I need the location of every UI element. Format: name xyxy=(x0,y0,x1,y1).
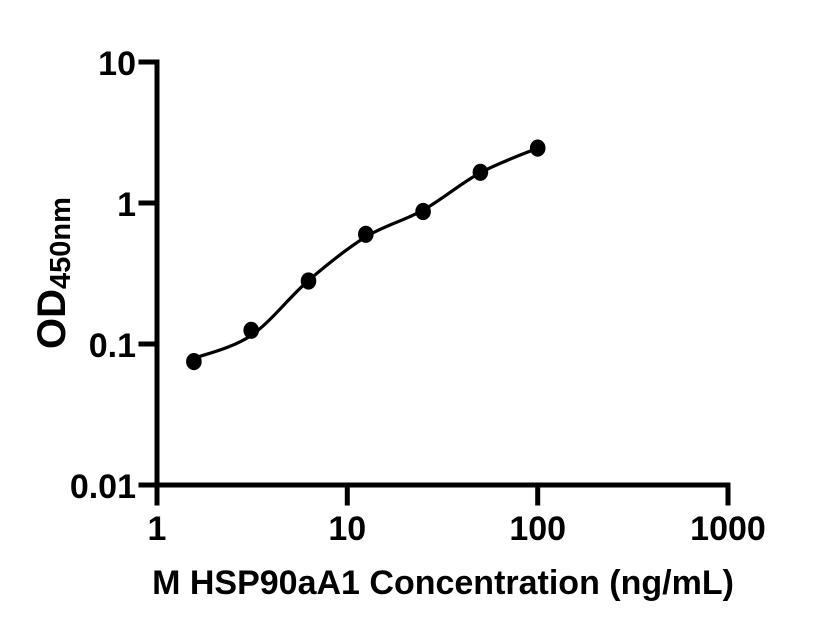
x-axis-title: M HSP90aA1 Concentration (ng/mL) xyxy=(152,564,734,602)
y-tick-label: 10 xyxy=(98,45,136,83)
tick-labels: 0.01 0.1 1 10 1 10 100 1000 xyxy=(70,45,766,548)
data-point-marker xyxy=(529,139,546,157)
y-axis-title-main: OD xyxy=(30,289,74,349)
y-tick-label: 1 xyxy=(117,186,136,224)
data-point-marker xyxy=(358,225,374,243)
x-tick-label: 1000 xyxy=(690,510,766,548)
y-axis-title: OD450nm xyxy=(30,197,77,349)
y-axis-title-subscript: 450nm xyxy=(45,197,77,289)
data-point-marker xyxy=(415,202,431,221)
y-tick-label: 0.1 xyxy=(89,327,136,365)
data-point-marker xyxy=(472,163,489,181)
x-tick-label: 100 xyxy=(509,510,566,548)
data-point-marker xyxy=(243,321,259,339)
data-point-marker xyxy=(186,353,202,371)
x-tick-label: 1 xyxy=(148,510,167,548)
data-points xyxy=(186,139,546,371)
y-tick-label: 0.01 xyxy=(70,468,136,506)
tick-marks xyxy=(138,59,731,506)
axes xyxy=(154,59,731,488)
data-point-marker xyxy=(300,272,317,290)
x-tick-label: 10 xyxy=(328,510,366,548)
